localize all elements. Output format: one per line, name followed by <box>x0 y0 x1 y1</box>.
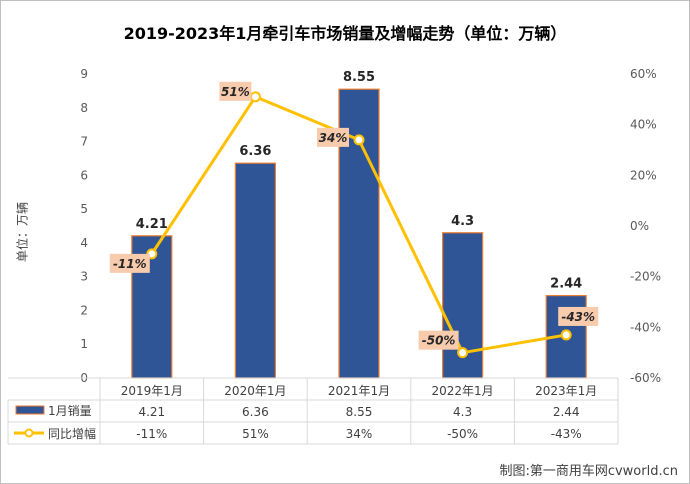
table-sales-value: 4.21 <box>138 405 165 419</box>
legend-label-sales: 1月销量 <box>48 404 92 418</box>
y2-tick-label: -20% <box>630 270 661 284</box>
y2-tick-label: 0% <box>630 219 649 233</box>
y-tick-label: 7 <box>80 135 88 149</box>
growth-value-label: -11% <box>113 257 147 271</box>
growth-label-box <box>558 306 599 326</box>
growth-label-box <box>317 127 349 147</box>
growth-point <box>560 329 572 341</box>
x-category-label: 2021年1月 <box>328 384 390 398</box>
bar-value-label: 6.36 <box>239 144 271 159</box>
growth-value-label: 34% <box>319 131 348 145</box>
growth-point <box>457 347 469 359</box>
growth-value-label: -50% <box>422 334 456 348</box>
table-growth-value: -43% <box>551 427 582 441</box>
y2-tick-label: 20% <box>630 168 657 182</box>
table-sales-value: 8.55 <box>346 405 373 419</box>
growth-label-box <box>418 330 459 350</box>
legend-label-growth: 同比增幅 <box>48 426 96 441</box>
growth-label-box <box>109 253 150 273</box>
y-tick-label: 4 <box>80 236 88 250</box>
growth-point <box>249 91 261 103</box>
y-tick-label: 8 <box>80 101 88 115</box>
growth-point <box>353 134 365 146</box>
y-tick-label: 6 <box>80 168 88 182</box>
bar-value-label: 4.3 <box>451 214 474 229</box>
y2-tick-label: 60% <box>630 67 657 81</box>
x-category-label: 2022年1月 <box>432 384 494 398</box>
y2-tick-label: 40% <box>630 118 657 132</box>
table-growth-value: 51% <box>242 427 269 441</box>
bar-value-label: 8.55 <box>343 70 375 85</box>
x-category-label: 2023年1月 <box>535 384 597 398</box>
bar-value-label: 2.44 <box>550 277 582 292</box>
table-sales-value: 6.36 <box>242 405 269 419</box>
y2-tick-label: -60% <box>630 371 661 385</box>
table-growth-value: 34% <box>346 427 373 441</box>
table-sales-value: 2.44 <box>553 405 580 419</box>
y-tick-label: 5 <box>80 202 88 216</box>
y-tick-label: 2 <box>80 303 88 317</box>
legend-swatch-bar <box>15 405 45 415</box>
table-growth-value: -11% <box>136 427 167 441</box>
legend-swatch-marker <box>24 428 34 438</box>
growth-label-box <box>219 81 252 101</box>
chart-title: 2019-2023年1月牵引车市场销量及增幅走势（单位：万辆） <box>123 24 567 43</box>
y-tick-label: 1 <box>80 337 88 351</box>
y-tick-label: 3 <box>80 270 88 284</box>
growth-value-label: 51% <box>221 85 250 99</box>
x-category-label: 2019年1月 <box>121 384 183 398</box>
bar <box>234 162 276 379</box>
credit-text: 制图:第一商用车网cvworld.cn <box>499 464 678 479</box>
y2-tick-label: -40% <box>630 320 661 334</box>
growth-value-label: -43% <box>561 310 595 324</box>
table-sales-value: 4.3 <box>453 405 472 419</box>
y-tick-label: 9 <box>80 67 88 81</box>
table-growth-value: -50% <box>447 427 478 441</box>
x-category-label: 2020年1月 <box>224 384 286 398</box>
bar-value-label: 4.21 <box>136 217 168 232</box>
